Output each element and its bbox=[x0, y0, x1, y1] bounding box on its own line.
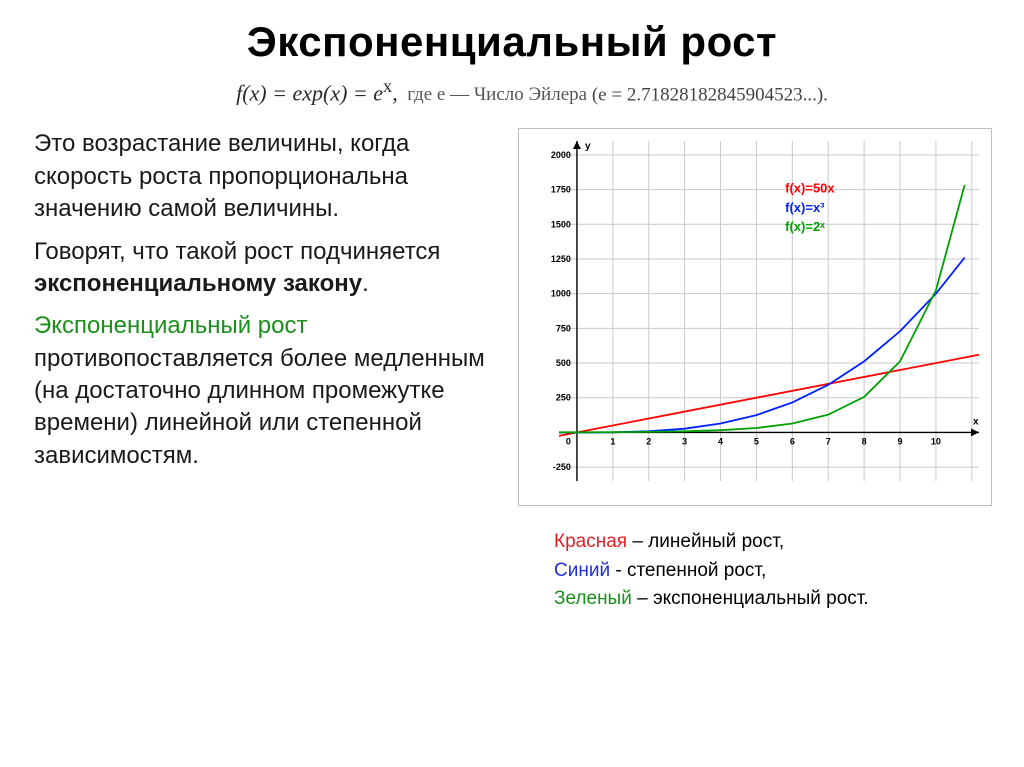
svg-text:1500: 1500 bbox=[551, 220, 571, 230]
svg-text:2000: 2000 bbox=[551, 150, 571, 160]
svg-text:x: x bbox=[973, 417, 979, 428]
content-row: Это возрастание величины, когда скорость… bbox=[0, 128, 1024, 614]
svg-text:f(x)=50x: f(x)=50x bbox=[785, 181, 835, 196]
svg-text:5: 5 bbox=[754, 437, 759, 447]
formula-sup: x bbox=[383, 76, 392, 96]
svg-text:500: 500 bbox=[556, 358, 571, 368]
svg-text:y: y bbox=[585, 141, 591, 152]
formula-euler: (e = 2.71828182845904523...). bbox=[592, 84, 828, 105]
svg-text:250: 250 bbox=[556, 393, 571, 403]
page-title: Экспоненциальный рост bbox=[0, 0, 1024, 66]
formula-func: f(x) = exp(x) = e bbox=[236, 80, 383, 105]
chart-svg: 1 2 3 4 5 6 7 8 9 10 -250 250 500 750 1000 1250 1500 1750… bbox=[519, 129, 993, 507]
growth-chart: 1 2 3 4 5 6 7 8 9 10 -250 250 500 750 1000 1250 1500 1750… bbox=[518, 128, 992, 506]
svg-text:3: 3 bbox=[682, 437, 687, 447]
svg-text:f(x)=2ˣ: f(x)=2ˣ bbox=[785, 220, 825, 235]
formula-where: где е — Число Эйлера bbox=[407, 84, 592, 105]
svg-text:8: 8 bbox=[862, 437, 867, 447]
svg-text:1750: 1750 bbox=[551, 185, 571, 195]
svg-text:7: 7 bbox=[826, 437, 831, 447]
svg-text:f(x)=x³: f(x)=x³ bbox=[785, 200, 825, 215]
svg-text:1000: 1000 bbox=[551, 289, 571, 299]
legend: Красная – линейный рост, Синий - степенн… bbox=[554, 528, 1000, 614]
paragraph-1: Это возрастание величины, когда скорость… bbox=[34, 128, 504, 225]
svg-text:1250: 1250 bbox=[551, 254, 571, 264]
svg-text:9: 9 bbox=[898, 437, 903, 447]
svg-text:2: 2 bbox=[646, 437, 651, 447]
formula: f(x) = exp(x) = ex, где е — Число Эйлера… bbox=[40, 76, 1024, 106]
svg-text:750: 750 bbox=[556, 324, 571, 334]
paragraph-2: Говорят, что такой рост подчиняется эксп… bbox=[34, 236, 504, 301]
svg-text:10: 10 bbox=[931, 437, 941, 447]
svg-text:4: 4 bbox=[718, 437, 723, 447]
svg-text:6: 6 bbox=[790, 437, 795, 447]
svg-text:1: 1 bbox=[610, 437, 615, 447]
text-column: Это возрастание величины, когда скорость… bbox=[34, 128, 504, 614]
legend-row-exp: Зеленый – экспоненциальный рост. bbox=[554, 585, 1000, 614]
chart-column: 1 2 3 4 5 6 7 8 9 10 -250 250 500 750 1000 1250 1500 1750… bbox=[504, 128, 1000, 614]
legend-row-power: Синий - степенной рост, bbox=[554, 557, 1000, 586]
svg-text:0: 0 bbox=[566, 437, 571, 447]
legend-row-linear: Красная – линейный рост, bbox=[554, 528, 1000, 557]
paragraph-3: Экспоненциальный рост противопоставляетс… bbox=[34, 310, 504, 472]
svg-text:-250: -250 bbox=[553, 462, 571, 472]
